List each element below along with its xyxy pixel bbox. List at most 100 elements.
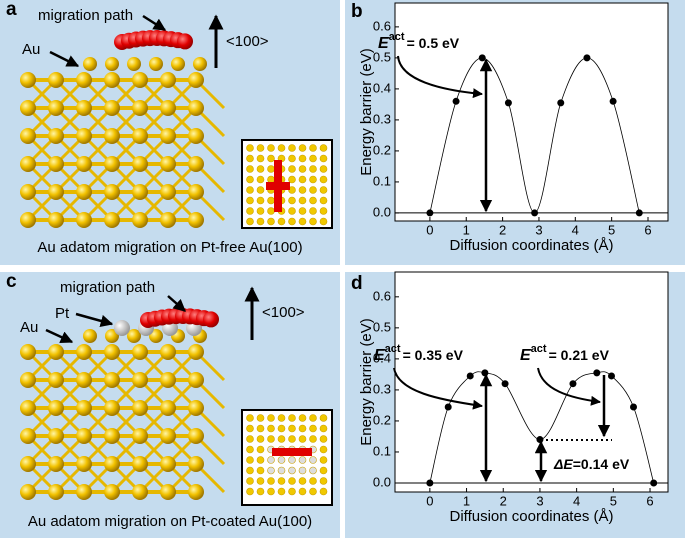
atom bbox=[319, 154, 328, 163]
plot-area bbox=[394, 2, 669, 222]
atom bbox=[319, 196, 328, 205]
atom bbox=[267, 217, 275, 226]
atom bbox=[246, 144, 254, 152]
atom bbox=[76, 400, 92, 416]
atom bbox=[277, 217, 286, 226]
annotation-symbol: E bbox=[374, 347, 386, 364]
atom bbox=[48, 400, 64, 416]
annotation-text: =0.14 eV bbox=[573, 456, 630, 472]
atom bbox=[309, 477, 317, 485]
data-point bbox=[531, 209, 539, 217]
data-point bbox=[501, 380, 509, 388]
atom bbox=[160, 344, 176, 360]
atom bbox=[288, 424, 296, 433]
label: migration path bbox=[60, 279, 155, 296]
atom bbox=[256, 414, 265, 422]
atom bbox=[267, 477, 275, 485]
y-tick-label: 0.1 bbox=[373, 443, 391, 458]
panel-label: b bbox=[351, 1, 363, 22]
atom bbox=[256, 477, 265, 485]
atom bbox=[246, 154, 254, 163]
atom bbox=[319, 414, 328, 422]
atom bbox=[149, 57, 163, 71]
x-tick-label: 1 bbox=[463, 493, 470, 508]
atom bbox=[298, 186, 307, 194]
atom bbox=[104, 372, 120, 388]
atom bbox=[104, 344, 120, 360]
panel-label: d bbox=[351, 273, 363, 294]
pointer bbox=[142, 14, 167, 32]
atom bbox=[160, 156, 176, 172]
x-tick-label: 5 bbox=[608, 222, 615, 237]
atom bbox=[132, 156, 148, 172]
data-point bbox=[452, 97, 460, 105]
x-axis-title: Diffusion coordinates (Å) bbox=[450, 237, 614, 254]
label: migration path bbox=[38, 7, 133, 24]
atom bbox=[319, 435, 328, 443]
atom bbox=[288, 414, 296, 422]
atom bbox=[188, 400, 204, 416]
annotation-symbol: E bbox=[378, 35, 390, 52]
atom bbox=[288, 477, 296, 485]
atom bbox=[309, 424, 317, 433]
atom bbox=[298, 435, 307, 443]
atom bbox=[288, 196, 296, 205]
annotation-arrow bbox=[537, 367, 601, 406]
atom bbox=[188, 128, 204, 144]
atom bbox=[104, 400, 120, 416]
annotation-text: = 0.21 eV bbox=[549, 347, 610, 363]
atom bbox=[267, 154, 275, 163]
atom bbox=[319, 144, 328, 152]
atom bbox=[188, 184, 204, 200]
x-tick-label: 1 bbox=[463, 222, 470, 237]
atom bbox=[309, 456, 317, 464]
label: Pt bbox=[55, 305, 70, 322]
data-point bbox=[466, 372, 474, 380]
atom bbox=[309, 414, 317, 422]
atom bbox=[309, 207, 317, 215]
caption: Au adatom migration on Pt-free Au(100) bbox=[37, 239, 302, 256]
atom bbox=[319, 186, 328, 194]
atom bbox=[193, 57, 207, 71]
atom bbox=[127, 57, 141, 71]
x-tick-label: 4 bbox=[573, 493, 580, 508]
data-point bbox=[557, 99, 565, 107]
atom bbox=[160, 128, 176, 144]
atom bbox=[76, 484, 92, 500]
atom bbox=[48, 184, 64, 200]
atom bbox=[256, 487, 265, 496]
atom bbox=[20, 344, 36, 360]
atom bbox=[309, 154, 317, 163]
atom bbox=[298, 154, 307, 163]
atom bbox=[288, 144, 296, 152]
atom bbox=[104, 128, 120, 144]
atom bbox=[160, 100, 176, 116]
atom bbox=[309, 487, 317, 496]
x-tick-label: 4 bbox=[572, 222, 579, 237]
atom bbox=[298, 144, 307, 152]
atom bbox=[277, 144, 286, 152]
atom bbox=[277, 414, 286, 422]
annotation-text: = 0.5 eV bbox=[407, 35, 460, 51]
label: Au bbox=[22, 41, 40, 58]
pointer bbox=[75, 312, 114, 328]
atom bbox=[132, 428, 148, 444]
atom bbox=[132, 400, 148, 416]
atom bbox=[188, 428, 204, 444]
atom bbox=[246, 445, 254, 454]
atom bbox=[76, 128, 92, 144]
atom bbox=[76, 156, 92, 172]
atom bbox=[319, 445, 328, 454]
x-tick-label: 2 bbox=[500, 493, 507, 508]
atom bbox=[246, 466, 254, 475]
x-tick-label: 0 bbox=[426, 222, 433, 237]
atom bbox=[76, 100, 92, 116]
atom bbox=[132, 100, 148, 116]
atom bbox=[298, 424, 307, 433]
atom bbox=[132, 484, 148, 500]
data-point bbox=[583, 54, 591, 62]
atom bbox=[288, 435, 296, 443]
annotation-arrow bbox=[397, 55, 483, 99]
atom bbox=[246, 175, 254, 184]
atom bbox=[298, 414, 307, 422]
